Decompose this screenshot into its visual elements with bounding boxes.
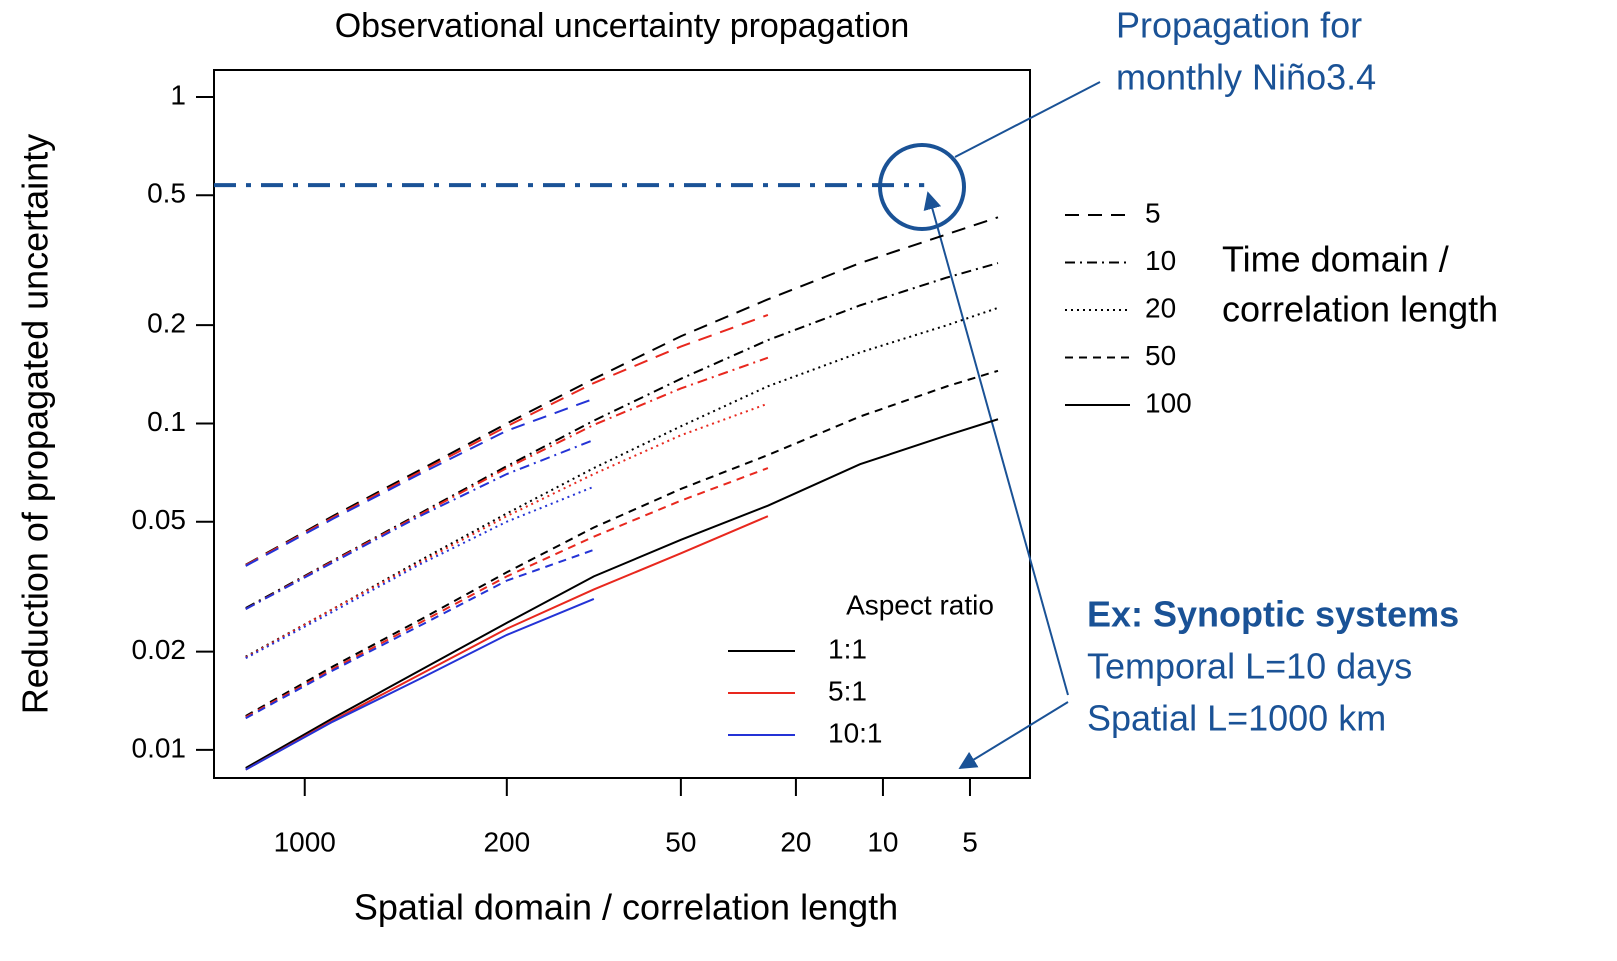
series-line	[245, 216, 999, 566]
y-tick-label: 0.05	[132, 504, 187, 535]
legend-label: 10:1	[828, 717, 883, 748]
arrow	[958, 701, 1069, 769]
series-line	[245, 598, 595, 771]
legend-label: 100	[1145, 387, 1192, 418]
x-tick-label: 50	[665, 826, 696, 857]
annotation: Ex: Synoptic systems	[1087, 594, 1459, 635]
legend-title: correlation length	[1222, 289, 1498, 330]
legend-label: 5:1	[828, 675, 867, 706]
annotation: Temporal L=10 days	[1087, 646, 1412, 687]
series-line	[245, 369, 999, 717]
series-line	[245, 467, 769, 718]
annotation: Propagation for	[1116, 5, 1362, 46]
y-tick-label: 1	[170, 79, 186, 110]
legend-label: 50	[1145, 340, 1176, 371]
y-tick-label: 0.2	[147, 308, 186, 339]
y-tick-label: 0.1	[147, 406, 186, 437]
series-line	[245, 397, 595, 567]
callout-line	[954, 81, 1101, 158]
series-line	[245, 356, 769, 610]
series-line	[245, 418, 999, 769]
y-tick-label: 0.02	[132, 634, 187, 665]
x-axis-label: Spatial domain / correlation length	[354, 887, 898, 928]
plot-frame	[213, 69, 1031, 779]
series-line	[245, 515, 769, 771]
legend-title: Time domain /	[1222, 239, 1449, 280]
x-tick-label: 200	[483, 826, 530, 857]
y-tick-label: 0.01	[132, 732, 187, 763]
series-line	[245, 439, 595, 610]
x-tick-label: 20	[780, 826, 811, 857]
legend-label: 5	[1145, 197, 1161, 228]
series-line	[245, 485, 595, 660]
legend-title: Aspect ratio	[846, 589, 994, 620]
series-line	[245, 548, 595, 720]
x-tick-label: 10	[867, 826, 898, 857]
arrow	[923, 191, 1069, 696]
y-tick-label: 0.5	[147, 178, 186, 209]
series-line	[245, 262, 999, 609]
annotation: monthly Niño3.4	[1116, 57, 1376, 98]
series-line	[245, 402, 769, 659]
x-tick-label: 1000	[274, 826, 336, 857]
legend-label: 1:1	[828, 633, 867, 664]
y-axis-label: Reduction of propagated uncertainty	[15, 134, 56, 714]
legend-label: 20	[1145, 292, 1176, 323]
annotation: Spatial L=1000 km	[1087, 698, 1386, 739]
x-tick-label: 5	[962, 826, 978, 857]
series-line	[245, 306, 999, 658]
legend-label: 10	[1145, 245, 1176, 276]
series-line	[245, 313, 769, 567]
chart-title: Observational uncertainty propagation	[335, 7, 910, 45]
